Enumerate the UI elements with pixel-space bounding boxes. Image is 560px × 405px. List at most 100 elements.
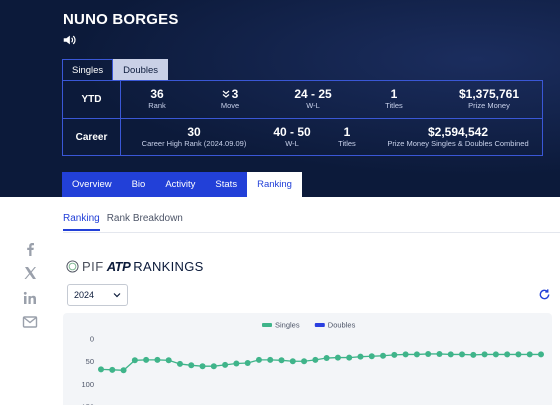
ytd-wl-label: W-L [306,101,320,110]
series-line-singles [100,353,541,371]
data-point-singles [289,358,296,365]
ytd-move-number: 3 [231,87,239,101]
data-point-singles [515,351,522,358]
subtab-ranking[interactable]: Ranking [63,213,100,231]
linkedin-icon[interactable] [22,290,38,306]
tab-overview[interactable]: Overview [62,172,122,197]
data-point-singles [425,350,432,357]
y-tick-label: 50 [86,357,94,366]
data-point-singles [255,356,262,363]
career-high-value: 30 [187,124,201,139]
tab-activity[interactable]: Activity [155,172,206,197]
x-icon[interactable] [22,265,38,281]
data-point-singles [357,353,364,360]
data-point-singles [459,351,466,358]
career-titles: 1 Titles [325,124,369,149]
data-point-singles [481,351,488,358]
logo-rankings: RANKINGS [133,259,204,274]
ranking-chart-svg: Singles Doubles 0 50 100 150 [81,321,544,405]
data-point-singles [267,356,274,363]
data-point-singles [210,363,217,370]
email-icon[interactable] [22,314,38,330]
data-point-singles [436,350,443,357]
data-point-singles [278,357,285,364]
type-tabs: Singles Doubles [62,59,169,80]
player-name: NUNO BORGES [63,11,179,28]
tab-ranking[interactable]: Ranking [247,172,302,197]
tab-stats[interactable]: Stats [205,172,248,197]
year-select-value: 2024 [74,290,95,300]
ytd-rank-value: 36 [150,87,164,101]
data-point-singles [447,351,454,358]
ytd-titles-label: Titles [385,101,403,110]
ytd-move-label: Move [220,101,240,110]
data-point-singles [222,361,229,368]
data-point-singles [504,351,511,358]
ytd-move-value: 3 [208,88,252,101]
data-point-singles [143,356,150,363]
ytd-wl: 24 - 25 W-L [279,88,347,111]
data-point-singles [176,360,183,367]
career-row: Career 30 Career High Rank (2024.09.09) … [63,118,542,155]
career-prize-label: Prize Money Singles & Doubles Combined [387,138,529,148]
ytd-prize: $1,375,761 Prize Money [444,88,534,111]
career-prize-value: $2,594,542 [427,124,489,139]
ranking-chart: Singles Doubles 0 50 100 150 [63,313,552,405]
logo-pif: PIF [82,259,104,274]
career-titles-value: 1 [343,124,351,139]
data-point-singles [165,357,172,364]
legend-label-singles: Singles [275,321,300,330]
speaker-icon[interactable] [62,33,76,47]
ranking-sub-tabs: Ranking Rank Breakdown [63,213,183,231]
logo-atp: ATP [106,259,131,274]
ytd-wl-value: 24 - 25 [294,87,332,101]
player-hero: NUNO BORGES Singles Doubles YTD 36 Rank … [0,0,560,197]
data-point-singles [154,356,161,363]
career-titles-label: Titles [338,138,356,148]
data-point-singles [346,354,353,361]
year-select[interactable]: 2024 [67,284,128,306]
y-tick-label: 100 [81,380,94,389]
data-point-singles [312,356,319,363]
career-label: Career [63,119,121,155]
data-point-singles [301,358,308,365]
ytd-rank: 36 Rank [131,88,183,111]
ytd-label: YTD [63,81,121,118]
y-tick-label: 150 [81,403,94,405]
data-point-singles [470,351,477,358]
legend-swatch-singles [262,323,272,327]
data-point-singles [402,351,409,358]
career-wl: 40 - 50 W-L [263,124,321,149]
subtab-rank-breakdown[interactable]: Rank Breakdown [106,213,183,224]
data-point-singles [98,366,104,373]
data-point-singles [323,355,330,362]
ytd-move: 3 Move [208,88,252,111]
legend-swatch-doubles [314,323,325,327]
facebook-icon[interactable] [22,241,38,257]
data-point-singles [526,351,533,358]
tab-doubles[interactable]: Doubles [113,59,169,80]
data-point-singles [492,351,499,358]
divider [63,232,560,233]
chevron-down-icon [113,293,121,298]
ytd-row: YTD 36 Rank 3 Move 24 - 25 W-L 1 Titles … [63,81,542,118]
data-point-singles [538,351,544,358]
data-point-singles [244,360,251,367]
career-wl-label: W-L [285,138,299,148]
career-high-label: Career High Rank (2024.09.09) [141,138,247,148]
refresh-icon[interactable] [538,288,551,301]
data-point-singles [391,351,398,358]
career-prize: $2,594,542 Prize Money Singles & Doubles… [377,124,539,149]
data-point-singles [413,351,420,358]
tab-bio[interactable]: Bio [121,172,156,197]
data-point-singles [368,353,375,360]
pif-atp-rankings-logo: PIF ATP RANKINGS [66,259,204,274]
y-tick-label: 0 [90,335,94,344]
laurel-emblem-icon [66,260,79,273]
stats-table: YTD 36 Rank 3 Move 24 - 25 W-L 1 Titles … [62,80,543,156]
data-point-singles [380,352,387,359]
tab-singles[interactable]: Singles [62,59,114,80]
career-wl-value: 40 - 50 [273,124,311,139]
ytd-titles-value: 1 [390,87,398,101]
career-high: 30 Career High Rank (2024.09.09) [129,124,259,149]
